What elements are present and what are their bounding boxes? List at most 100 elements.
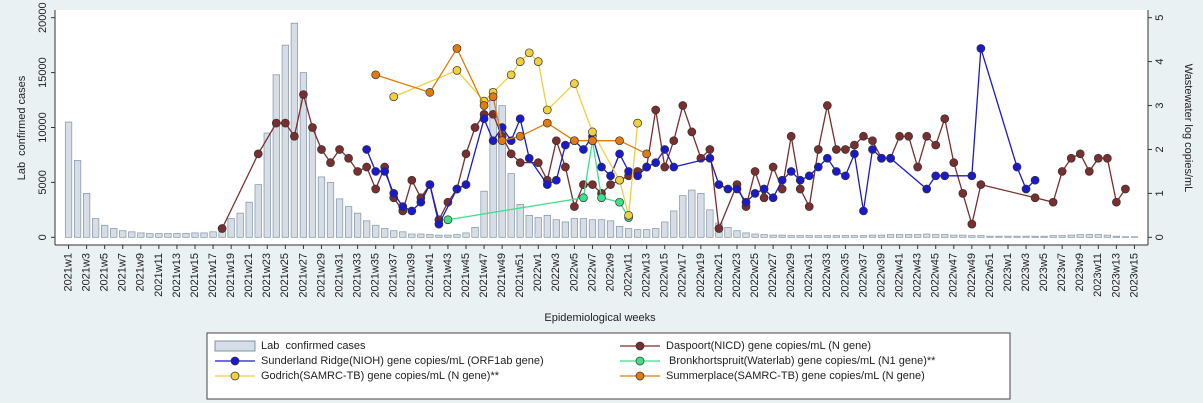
bar — [661, 221, 669, 238]
marker — [976, 44, 986, 53]
x-tick-label: 2021w31 — [333, 253, 345, 298]
marker — [832, 145, 841, 154]
marker — [353, 167, 362, 176]
marker — [407, 175, 417, 185]
bar — [101, 224, 109, 238]
marker — [561, 162, 570, 172]
bar — [778, 234, 786, 238]
marker — [1057, 167, 1067, 176]
marker — [461, 180, 471, 189]
bar — [182, 233, 190, 238]
bar — [1067, 234, 1075, 238]
x-tick-label: 2021w37 — [388, 253, 400, 298]
marker — [542, 118, 552, 128]
marker — [1103, 153, 1112, 163]
marker — [407, 206, 417, 216]
marker — [588, 127, 597, 137]
marker — [488, 92, 498, 102]
y2-tick-label: 3 — [1154, 102, 1166, 108]
marker — [606, 171, 615, 181]
bar — [688, 189, 696, 238]
bar — [299, 72, 308, 238]
x-tick-label: 2021w13 — [171, 253, 183, 298]
bar — [868, 234, 877, 238]
marker — [759, 193, 769, 203]
bar — [977, 235, 985, 238]
marker — [533, 57, 543, 66]
legend-label: Summerplace(SAMRC-TB) gene copies/mL (N … — [666, 370, 925, 382]
x-tick-label: 2021w17 — [207, 253, 219, 298]
marker — [1021, 184, 1031, 194]
x-tick-label: 2023w3 — [1020, 253, 1032, 292]
marker — [299, 90, 308, 99]
marker — [317, 145, 326, 154]
bar — [137, 232, 145, 238]
marker — [660, 162, 670, 172]
y-tick-label: 0 — [37, 234, 49, 240]
bar — [507, 173, 515, 238]
marker — [362, 145, 371, 154]
marker — [570, 136, 579, 146]
marker — [786, 131, 796, 141]
bar — [706, 209, 714, 238]
x-tick-label: 2021w41 — [424, 253, 436, 298]
marker — [615, 149, 624, 159]
marker — [515, 114, 525, 124]
marker — [958, 189, 968, 198]
x-tick-label: 2022w23 — [731, 253, 743, 298]
bar — [254, 184, 262, 238]
marker — [624, 211, 633, 220]
bar — [986, 235, 994, 238]
bar — [227, 218, 235, 238]
x-tick-label: 2021w7 — [117, 253, 129, 292]
marker — [290, 131, 299, 141]
x-tick-label: 2021w51 — [514, 253, 526, 298]
x-tick-label: 2021w33 — [352, 253, 364, 298]
bar — [200, 232, 208, 238]
marker — [280, 118, 290, 128]
bar — [308, 127, 317, 238]
x-tick-label: 2021w5 — [99, 253, 111, 292]
legend-marker — [635, 341, 645, 351]
bar — [579, 218, 588, 238]
marker — [931, 140, 941, 150]
x-tick-label: 2022w49 — [966, 253, 978, 298]
legend-label: Sunderland Ridge(NIOH) gene copies/mL (O… — [261, 355, 544, 367]
marker — [308, 123, 317, 132]
bar — [1112, 235, 1120, 238]
marker — [371, 70, 381, 80]
y2-axis-label: Wastewater log copies/mL — [1182, 64, 1194, 193]
marker — [271, 118, 281, 128]
bar — [1130, 236, 1139, 238]
marker — [326, 158, 335, 167]
x-tick-label: 2022w7 — [586, 253, 598, 292]
bar — [516, 204, 524, 238]
x-tick-label: 2022w11 — [623, 253, 635, 297]
x-tick-label: 2021w27 — [297, 253, 309, 298]
bar — [83, 193, 91, 238]
marker — [669, 162, 679, 172]
x-tick-label: 2022w51 — [984, 253, 996, 298]
y2-tick-label: 0 — [1154, 234, 1166, 240]
marker — [588, 136, 597, 146]
marker — [533, 158, 543, 167]
bar — [155, 233, 163, 238]
bar — [814, 235, 822, 238]
x-tick-label: 2023w5 — [1038, 253, 1050, 292]
marker — [470, 123, 480, 132]
x-tick-label: 2022w47 — [948, 253, 960, 298]
bar — [742, 232, 750, 238]
bar — [995, 235, 1003, 238]
bar — [110, 228, 118, 238]
bar — [209, 231, 217, 238]
x-tick-label: 2022w17 — [677, 253, 689, 298]
marker — [832, 167, 841, 176]
line — [375, 47, 647, 155]
x-tick-label: 2023w15 — [1128, 253, 1140, 298]
marker — [1075, 149, 1085, 159]
marker — [624, 167, 633, 176]
marker — [822, 101, 832, 110]
x-tick-label: 2021w39 — [406, 253, 418, 298]
bar — [805, 235, 813, 238]
